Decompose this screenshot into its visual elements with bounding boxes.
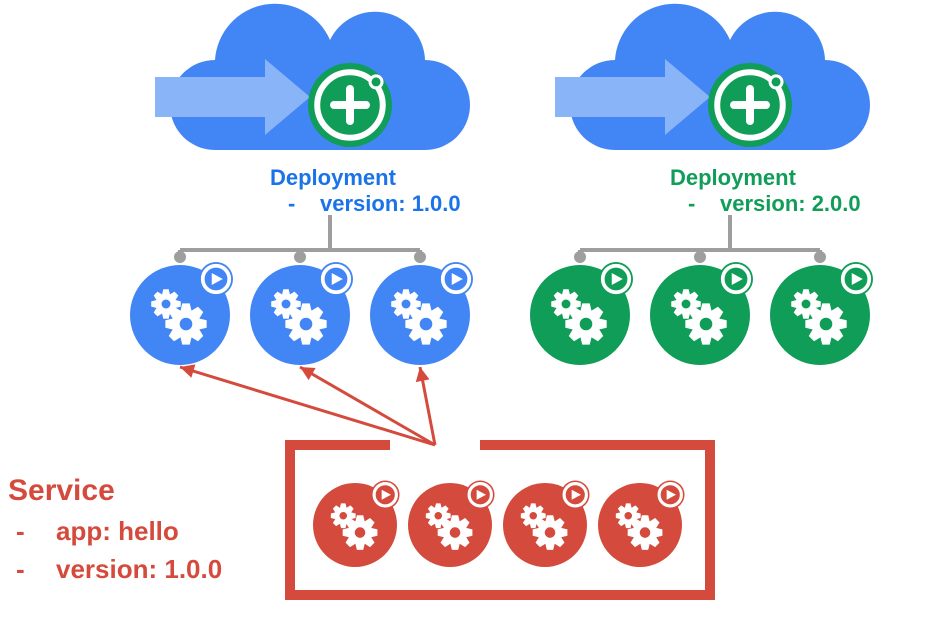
service-title: Service — [8, 474, 115, 507]
dep-blue: Deployment-version: 1.0.0 — [130, 4, 473, 365]
pod-icon — [250, 262, 353, 365]
service-pod-icon — [503, 480, 590, 567]
deployment-title: Deployment — [670, 165, 797, 190]
service: Service - app: hello - version: 1.0.0 — [8, 445, 710, 595]
deployment-bullet: - — [288, 191, 295, 216]
connector-tree — [174, 215, 426, 263]
plus-badge-icon — [708, 63, 792, 147]
pod-icon — [530, 262, 633, 365]
service-pod-icon — [598, 480, 685, 567]
service-bullet: - — [16, 516, 25, 546]
plus-badge-icon — [308, 63, 392, 147]
pod-icon — [370, 262, 473, 365]
deployment-version: version: 1.0.0 — [320, 191, 461, 216]
service-pod-icon — [313, 480, 400, 567]
deployment-version: version: 2.0.0 — [720, 191, 861, 216]
service-bullet: - — [16, 554, 25, 584]
deployment-bullet: - — [688, 191, 695, 216]
service-line: app: hello — [56, 516, 179, 546]
service-pod-icon — [408, 480, 495, 567]
connector-tree — [574, 215, 826, 263]
pod-icon — [650, 262, 753, 365]
service-line: version: 1.0.0 — [56, 554, 222, 584]
pod-icon — [770, 262, 873, 365]
service-arrows — [180, 364, 435, 445]
deployment-title: Deployment — [270, 165, 397, 190]
pod-icon — [130, 262, 233, 365]
dep-green: Deployment-version: 2.0.0 — [530, 4, 873, 365]
